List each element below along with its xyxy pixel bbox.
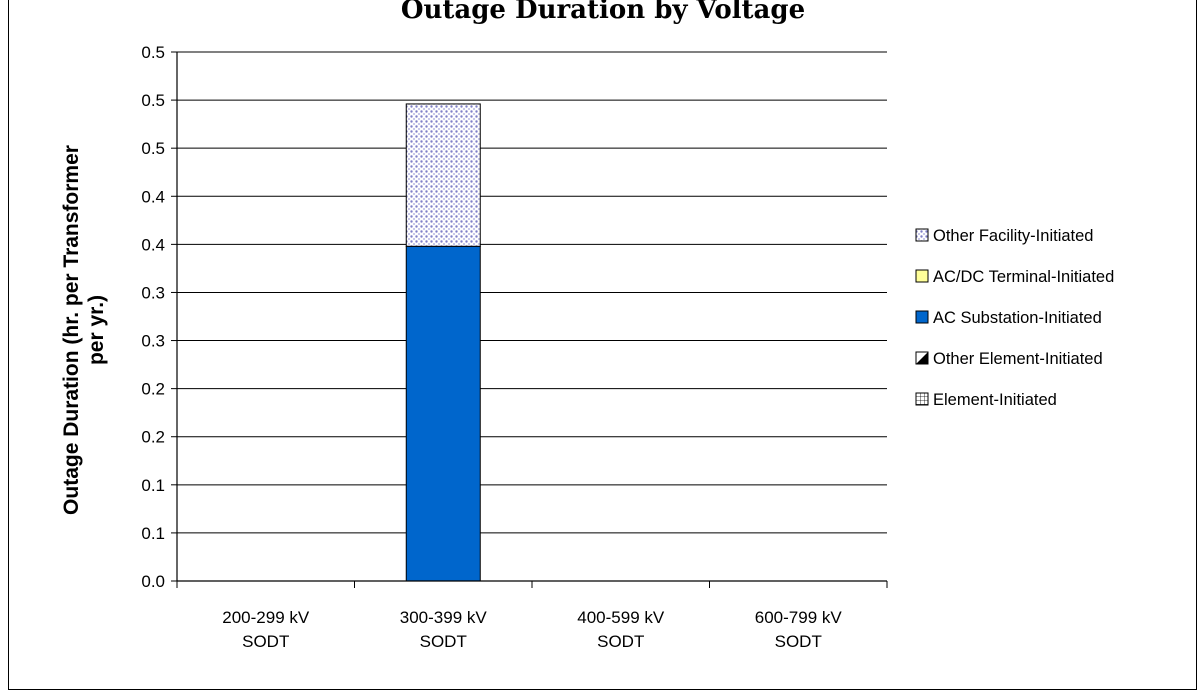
- legend-item: Element-Initiated: [915, 391, 1057, 409]
- x-tick-label: 300-399 kV SODT: [400, 608, 488, 651]
- legend-swatch: [915, 228, 929, 242]
- legend-swatch: [915, 269, 929, 283]
- y-tick-label: 0.0: [141, 572, 165, 591]
- legend-swatch: [915, 392, 929, 406]
- x-tick-label: 600-799 kV SODT: [755, 608, 843, 651]
- legend: Other Facility-Initiated AC/DC Terminal-I…: [915, 227, 1114, 409]
- legend-label: Element-Initiated: [933, 391, 1057, 409]
- legend-swatch: [915, 310, 929, 324]
- y-tick-labels: 0.0 0.1 0.1 0.2 0.2 0.3 0.3 0.4 0.4 0.5 0.5 0.5: [141, 43, 165, 591]
- bar-segment: [405, 103, 481, 247]
- x-tick-labels: 200-299 kV SODT 300-399 kV SODT 400-599 kV SO…: [222, 608, 842, 651]
- chart-frame: [8, 0, 1197, 690]
- y-tick-label: 0.5: [141, 91, 165, 110]
- y-axis-title: Outage Duration (hr. per Transformerper …: [60, 145, 108, 515]
- legend-label: Other Element-Initiated: [933, 350, 1103, 368]
- legend-item: Other Facility-Initiated: [915, 227, 1093, 245]
- bars: [405, 103, 481, 582]
- y-tick-label: 0.1: [141, 524, 165, 543]
- y-tick-label: 0.4: [141, 187, 165, 206]
- y-tick-label: 0.5: [141, 139, 165, 158]
- x-tick-label: 200-299 kV SODT: [222, 608, 310, 651]
- legend-item: Other Element-Initiated: [915, 350, 1103, 368]
- legend-swatch-fill: [916, 352, 928, 364]
- x-tick-label: 400-599 kV SODT: [577, 608, 665, 651]
- bar-segment: [405, 245, 481, 582]
- y-axis-label: Outage Duration (hr. per Transformerper …: [60, 145, 108, 515]
- y-tick-label: 0.3: [141, 332, 165, 351]
- y-tick-label: 0.4: [141, 235, 165, 254]
- y-tick-label: 0.1: [141, 476, 165, 495]
- legend-item: AC Substation-Initiated: [915, 309, 1102, 327]
- legend-label: Other Facility-Initiated: [933, 227, 1093, 245]
- gridlines: [171, 51, 887, 582]
- y-tick-label: 0.5: [141, 43, 165, 62]
- chart-title: Outage Duration by Voltage: [401, 0, 805, 25]
- y-tick-label: 0.2: [141, 428, 165, 447]
- axes: [176, 52, 888, 588]
- legend-item: AC/DC Terminal-Initiated: [915, 268, 1114, 286]
- y-tick-label: 0.2: [141, 380, 165, 399]
- y-tick-label: 0.3: [141, 283, 165, 302]
- legend-label: AC Substation-Initiated: [933, 309, 1102, 327]
- legend-label: AC/DC Terminal-Initiated: [933, 268, 1114, 286]
